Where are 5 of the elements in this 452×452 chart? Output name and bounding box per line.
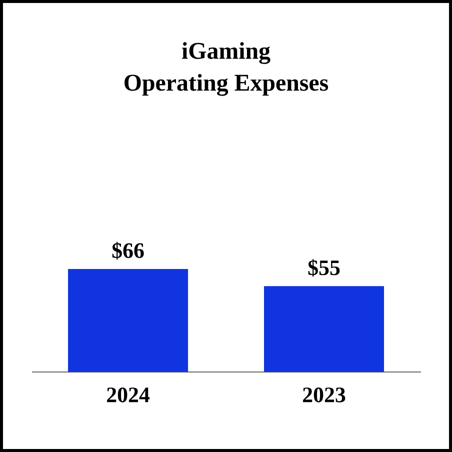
data-label: $55 bbox=[308, 259, 340, 277]
chart-title: iGaming Operating Expenses bbox=[124, 42, 328, 96]
data-label: $66 bbox=[112, 242, 144, 260]
x-tick-label: 2024 bbox=[107, 388, 150, 402]
x-tick-label: 2023 bbox=[303, 388, 346, 402]
